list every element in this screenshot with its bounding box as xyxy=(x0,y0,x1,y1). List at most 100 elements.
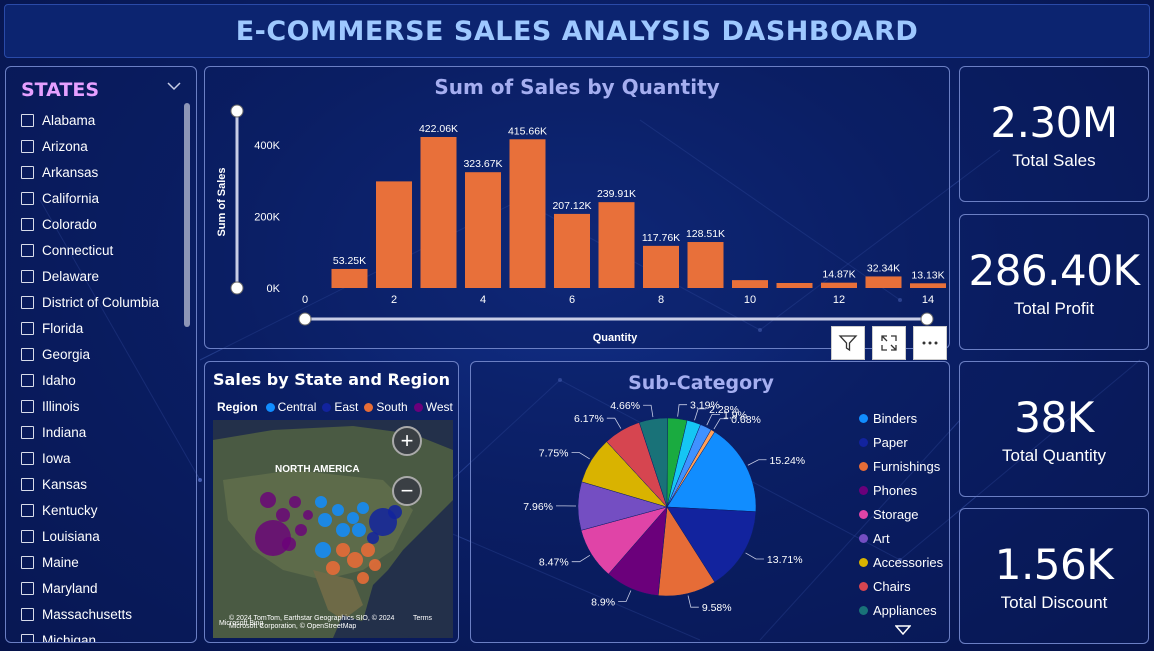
state-item[interactable]: Massachusetts xyxy=(21,601,181,627)
focus-mode-button[interactable] xyxy=(872,326,906,360)
state-item[interactable]: Maryland xyxy=(21,575,181,601)
checkbox[interactable] xyxy=(21,633,34,642)
state-item[interactable]: Florida xyxy=(21,315,181,341)
state-item[interactable]: Illinois xyxy=(21,393,181,419)
pie-legend-item[interactable]: Art xyxy=(859,526,943,550)
legend-item[interactable]: East xyxy=(334,400,359,414)
pie-slice[interactable] xyxy=(666,506,757,583)
more-options-button[interactable] xyxy=(913,326,947,360)
checkbox[interactable] xyxy=(21,165,34,179)
pie-slice[interactable] xyxy=(666,429,716,508)
pie-legend-item[interactable]: Storage xyxy=(859,502,943,526)
checkbox[interactable] xyxy=(21,295,34,309)
checkbox[interactable] xyxy=(21,451,34,465)
bar[interactable] xyxy=(598,202,635,288)
legend-dot xyxy=(859,437,868,447)
bar[interactable] xyxy=(687,242,724,288)
checkbox[interactable] xyxy=(21,191,34,205)
pie-slice[interactable] xyxy=(666,431,757,512)
bar[interactable] xyxy=(776,282,813,288)
pie-legend-item[interactable]: Phones xyxy=(859,478,943,502)
checkbox[interactable] xyxy=(21,399,34,413)
checkbox[interactable] xyxy=(21,503,34,517)
state-item[interactable]: Louisiana xyxy=(21,523,181,549)
bar[interactable] xyxy=(331,268,368,288)
checkbox[interactable] xyxy=(21,477,34,491)
pie-data-label: 4.66% xyxy=(610,400,640,412)
bar[interactable] xyxy=(465,172,501,288)
bar[interactable] xyxy=(554,213,590,288)
bar-chart-title: Sum of Sales by Quantity xyxy=(434,75,720,99)
zoom-in-button[interactable]: + xyxy=(392,426,422,456)
checkbox[interactable] xyxy=(21,529,34,543)
legend-scroll-down-icon[interactable] xyxy=(895,624,911,636)
bar[interactable] xyxy=(376,181,412,288)
checkbox[interactable] xyxy=(21,139,34,153)
pie-legend-item[interactable]: Furnishings xyxy=(859,454,943,478)
pie-legend-item[interactable]: Binders xyxy=(859,406,943,430)
checkbox[interactable] xyxy=(21,607,34,621)
bar[interactable] xyxy=(865,276,902,288)
legend-item[interactable]: West xyxy=(425,400,453,414)
checkbox[interactable] xyxy=(21,243,34,257)
bar[interactable] xyxy=(732,280,768,288)
bar[interactable] xyxy=(643,245,679,288)
x-slider-handle[interactable] xyxy=(298,312,312,326)
filter-button[interactable] xyxy=(831,326,865,360)
chevron-down-icon[interactable] xyxy=(166,79,182,93)
checkbox[interactable] xyxy=(21,217,34,231)
state-item[interactable]: Idaho xyxy=(21,367,181,393)
legend-item[interactable]: South xyxy=(376,400,408,414)
y-axis-label: Sum of Sales xyxy=(216,167,228,236)
pie-data-label: 8.47% xyxy=(539,557,569,569)
map-title: Sales by State and Region xyxy=(213,370,450,389)
checkbox[interactable] xyxy=(21,555,34,569)
map-canvas[interactable]: NORTH AMERICA + − Microsoft Bing © 2024 … xyxy=(213,420,453,638)
pie-legend-item[interactable]: Paper xyxy=(859,430,943,454)
state-item[interactable]: Kentucky xyxy=(21,497,181,523)
bar[interactable] xyxy=(910,283,946,288)
checkbox[interactable] xyxy=(21,425,34,439)
pie-leader-line xyxy=(571,554,591,563)
state-item[interactable]: Indiana xyxy=(21,419,181,445)
state-item[interactable]: California xyxy=(21,185,181,211)
checkbox[interactable] xyxy=(21,321,34,335)
bar[interactable] xyxy=(509,139,546,288)
state-item[interactable]: Arkansas xyxy=(21,159,181,185)
state-item[interactable]: Georgia xyxy=(21,341,181,367)
map-attribution: © 2024 TomTom, Earthstar Geographics SIO… xyxy=(229,615,395,630)
state-item[interactable]: Delaware xyxy=(21,263,181,289)
state-item[interactable]: Connecticut xyxy=(21,237,181,263)
kpi-value: 38K xyxy=(1014,392,1094,442)
state-item[interactable]: Alabama xyxy=(21,107,181,133)
state-item[interactable]: Kansas xyxy=(21,471,181,497)
y-slider-handle[interactable] xyxy=(230,104,244,118)
state-item[interactable]: Maine xyxy=(21,549,181,575)
kpi-value: 2.30M xyxy=(990,97,1118,147)
pie-legend-item[interactable]: Appliances xyxy=(859,598,943,622)
zoom-out-button[interactable]: − xyxy=(392,476,422,506)
pie-legend-item[interactable]: Accessories xyxy=(859,550,943,574)
map-terrain xyxy=(213,420,453,638)
checkbox[interactable] xyxy=(21,269,34,283)
legend-item[interactable]: Central xyxy=(277,400,317,414)
pie-legend-item[interactable]: Chairs xyxy=(859,574,943,598)
bar[interactable] xyxy=(821,282,857,288)
state-item[interactable]: Arizona xyxy=(21,133,181,159)
map-terms-link[interactable]: Terms xyxy=(413,615,433,622)
checkbox[interactable] xyxy=(21,373,34,387)
bar-data-label: 323.67K xyxy=(463,158,502,170)
state-item[interactable]: Iowa xyxy=(21,445,181,471)
slicer-scrollbar[interactable] xyxy=(184,103,190,327)
checkbox[interactable] xyxy=(21,347,34,361)
bar[interactable] xyxy=(420,136,457,288)
dashboard-title: E-COMMERSE SALES ANALYSIS DASHBOARD xyxy=(235,15,919,47)
state-item[interactable]: District of Columbia xyxy=(21,289,181,315)
y-slider-handle[interactable] xyxy=(230,281,244,295)
checkbox[interactable] xyxy=(21,581,34,595)
checkbox[interactable] xyxy=(21,113,34,127)
state-item[interactable]: Colorado xyxy=(21,211,181,237)
x-slider-handle[interactable] xyxy=(920,312,934,326)
state-item[interactable]: Michigan xyxy=(21,627,181,642)
pie-data-label: 7.75% xyxy=(539,448,569,460)
